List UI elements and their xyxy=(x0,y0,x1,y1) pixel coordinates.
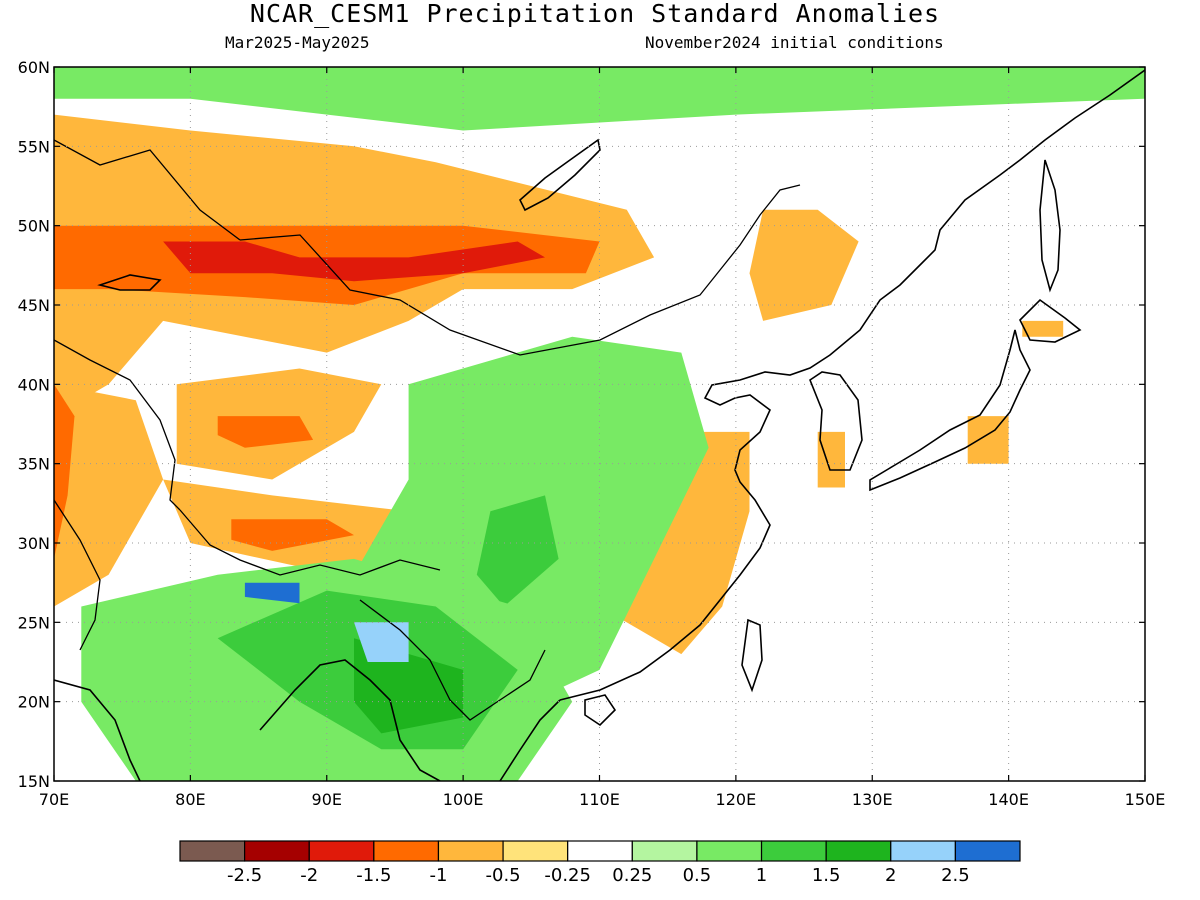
lon-tick-label: 80E xyxy=(175,790,205,809)
lat-tick-label: 60N xyxy=(18,58,50,77)
region-hokkaido-dry xyxy=(1022,320,1064,337)
myanmar-border xyxy=(359,599,546,721)
colorbar-label: 0.25 xyxy=(612,865,652,886)
colorbar-swatch xyxy=(567,840,633,862)
region-korea-dry xyxy=(817,431,845,488)
forecast-period: Mar2025-May2025 xyxy=(225,33,370,52)
colorbar-swatch xyxy=(760,840,827,862)
lon-tick-label: 100E xyxy=(443,790,484,809)
colorbar-swatch xyxy=(179,840,246,862)
colorbar-label: -0.5 xyxy=(486,865,521,886)
lon-tick-label: 140E xyxy=(988,790,1029,809)
colorbar-swatch xyxy=(244,840,310,862)
sakhalin-coastline xyxy=(1039,159,1061,293)
region-west-asia-dry xyxy=(54,384,164,607)
lon-tick-label: 70E xyxy=(39,790,69,809)
colorbar-swatch xyxy=(631,840,698,862)
colorbar-label: -0.25 xyxy=(544,865,591,886)
colorbar-swatch xyxy=(502,840,569,862)
india-pakistan-border xyxy=(54,499,101,651)
lake-baikal xyxy=(519,138,601,212)
region-altai-severe-dry xyxy=(163,241,545,282)
colorbar-swatch xyxy=(696,840,763,862)
lon-tick-label: 150E xyxy=(1125,790,1166,809)
bay-of-bengal-coastline xyxy=(259,659,441,781)
lon-tick-label: 90E xyxy=(312,790,342,809)
colorbar-label: -2.5 xyxy=(227,865,262,886)
colorbar-swatch xyxy=(954,840,1021,862)
gridlines xyxy=(54,67,1145,781)
region-pakistan-dry-core xyxy=(54,384,75,559)
lat-tick-label: 55N xyxy=(18,137,50,156)
taiwan-coastline xyxy=(741,618,763,693)
colorbar-label: 2 xyxy=(885,865,896,886)
coastlines xyxy=(54,69,1145,781)
colorbar-label: -1 xyxy=(429,865,447,886)
kazakh-russia-border xyxy=(54,139,241,241)
lat-tick-label: 45N xyxy=(18,296,50,315)
colorbar: -2.5 -2 -1.5 -1 -0.5 -0.25 0.25 0.5 1 1.5 2 2.5 xyxy=(179,840,1021,886)
east-asia-coastline xyxy=(559,69,1145,701)
indochina-coastline xyxy=(499,699,561,781)
lat-tick-label: 50N xyxy=(18,217,50,236)
lon-tick-label: 110E xyxy=(579,790,620,809)
initial-conditions-label: November2024 initial conditions xyxy=(645,33,944,52)
lon-tick-label: 130E xyxy=(852,790,893,809)
region-manchuria-dry xyxy=(749,209,859,321)
colorbar-label: 1.5 xyxy=(812,865,841,886)
region-tibet-dry-core xyxy=(231,519,354,551)
colorbar-swatch xyxy=(890,840,956,862)
lat-tick-label: 25N xyxy=(18,613,50,632)
lat-tick-label: 20N xyxy=(18,693,50,712)
region-japan-dry xyxy=(967,416,1009,464)
colorbar-swatch xyxy=(308,840,375,862)
colorbar-label: 2.5 xyxy=(941,865,970,886)
lat-tick-label: 30N xyxy=(18,534,50,553)
lake-balkhash xyxy=(97,274,162,291)
axis-ticks: 70E 80E 90E 100E 110E 120E 130E 140E 150E 15N 20N 2… xyxy=(18,58,1166,809)
south-asia-coastline xyxy=(54,679,141,781)
colorbar-swatch xyxy=(373,840,440,862)
region-yunnan-wet-core xyxy=(476,495,559,607)
hainan-coastline xyxy=(584,694,617,727)
lat-tick-label: 40N xyxy=(18,375,50,394)
region-assam-very-wet xyxy=(354,622,409,662)
region-east-china-dry xyxy=(599,431,750,655)
japan-coastline xyxy=(869,329,1031,492)
colorbar-swatch xyxy=(825,840,892,862)
region-nepal-extreme-wet xyxy=(244,582,300,604)
lat-tick-label: 15N xyxy=(18,772,50,791)
figure-title: NCAR_CESM1 Precipitation Standard Anomal… xyxy=(249,0,941,28)
colorbar-label: 0.5 xyxy=(683,865,712,886)
china-mongolia-border xyxy=(239,184,801,356)
himalaya-border xyxy=(179,509,441,576)
colorbar-swatch xyxy=(437,840,504,862)
central-asia-border xyxy=(54,339,181,511)
colorbar-label: -1.5 xyxy=(356,865,391,886)
lat-tick-label: 35N xyxy=(18,455,50,474)
korea-coastline xyxy=(809,371,863,471)
colorbar-label: -2 xyxy=(300,865,318,886)
anomaly-shading xyxy=(54,67,1145,781)
colorbar-label: 1 xyxy=(756,865,767,886)
hokkaido-coastline xyxy=(1019,298,1082,343)
lon-tick-label: 120E xyxy=(716,790,757,809)
region-north-mongolia-green xyxy=(54,67,1145,131)
region-tarim-dry-core xyxy=(217,416,314,448)
